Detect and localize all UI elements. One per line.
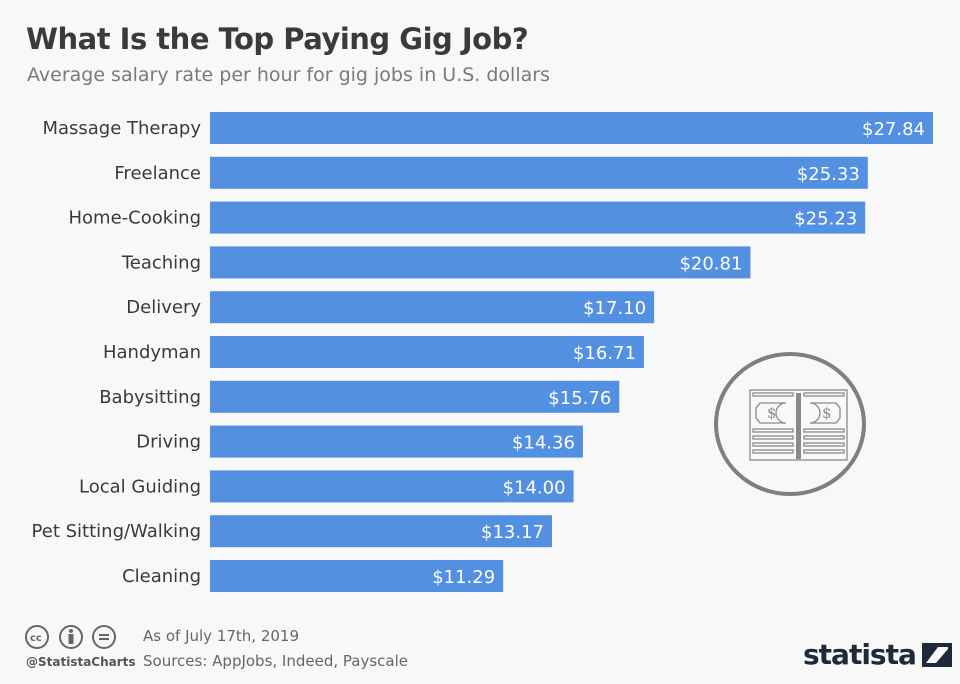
category-label: Babysitting xyxy=(99,387,201,408)
bar xyxy=(210,380,620,413)
data-label: $16.71 xyxy=(573,343,636,364)
category-label: Freelance xyxy=(114,163,201,184)
bar xyxy=(210,246,751,279)
data-label: $15.76 xyxy=(548,388,611,409)
category-label: Delivery xyxy=(126,297,201,318)
svg-text:cc: cc xyxy=(30,633,42,644)
attribution-icon xyxy=(59,625,83,649)
bar xyxy=(210,201,866,234)
bar xyxy=(210,156,868,189)
bar xyxy=(210,470,574,503)
category-label: Cleaning xyxy=(122,566,201,587)
license-icons: cc xyxy=(24,624,124,656)
category-label: Teaching xyxy=(121,252,201,273)
category-label: Home-Cooking xyxy=(68,208,201,229)
category-label: Driving xyxy=(136,432,201,453)
date-note: As of July 17th, 2019 xyxy=(143,627,299,645)
data-label: $14.36 xyxy=(512,433,575,454)
bar xyxy=(210,112,933,144)
data-label: $14.00 xyxy=(503,477,566,498)
chart-subtitle: Average salary rate per hour for gig job… xyxy=(27,64,550,86)
data-label: $25.33 xyxy=(797,164,860,185)
svg-text:$: $ xyxy=(767,404,777,422)
bar xyxy=(210,515,553,548)
chart-title: What Is the Top Paying Gig Job? xyxy=(26,22,529,56)
category-label: Pet Sitting/Walking xyxy=(32,521,201,542)
sources-note: Sources: AppJobs, Indeed, Payscale xyxy=(143,652,408,670)
category-label: Handyman xyxy=(103,342,201,363)
bar xyxy=(210,291,655,324)
data-label: $13.17 xyxy=(481,522,544,543)
bar xyxy=(210,560,504,592)
statista-logo[interactable]: statista xyxy=(803,638,952,671)
data-label: $25.23 xyxy=(794,209,857,230)
data-label: $20.81 xyxy=(679,253,742,274)
twitter-handle[interactable]: @StatistaCharts xyxy=(26,655,136,669)
cc-icon xyxy=(25,625,49,649)
statista-logo-text: statista xyxy=(803,638,917,671)
money-stack-icon: $ $ xyxy=(712,351,868,497)
data-label: $17.10 xyxy=(583,298,646,319)
no-derivatives-icon xyxy=(92,625,116,649)
category-label: Local Guiding xyxy=(79,476,201,497)
data-label: $11.29 xyxy=(432,567,495,588)
bar xyxy=(210,425,583,458)
category-label: Massage Therapy xyxy=(42,118,201,139)
statista-logo-mark xyxy=(921,642,952,667)
bar xyxy=(210,336,644,368)
svg-text:$: $ xyxy=(822,404,832,422)
data-label: $27.84 xyxy=(862,119,925,140)
